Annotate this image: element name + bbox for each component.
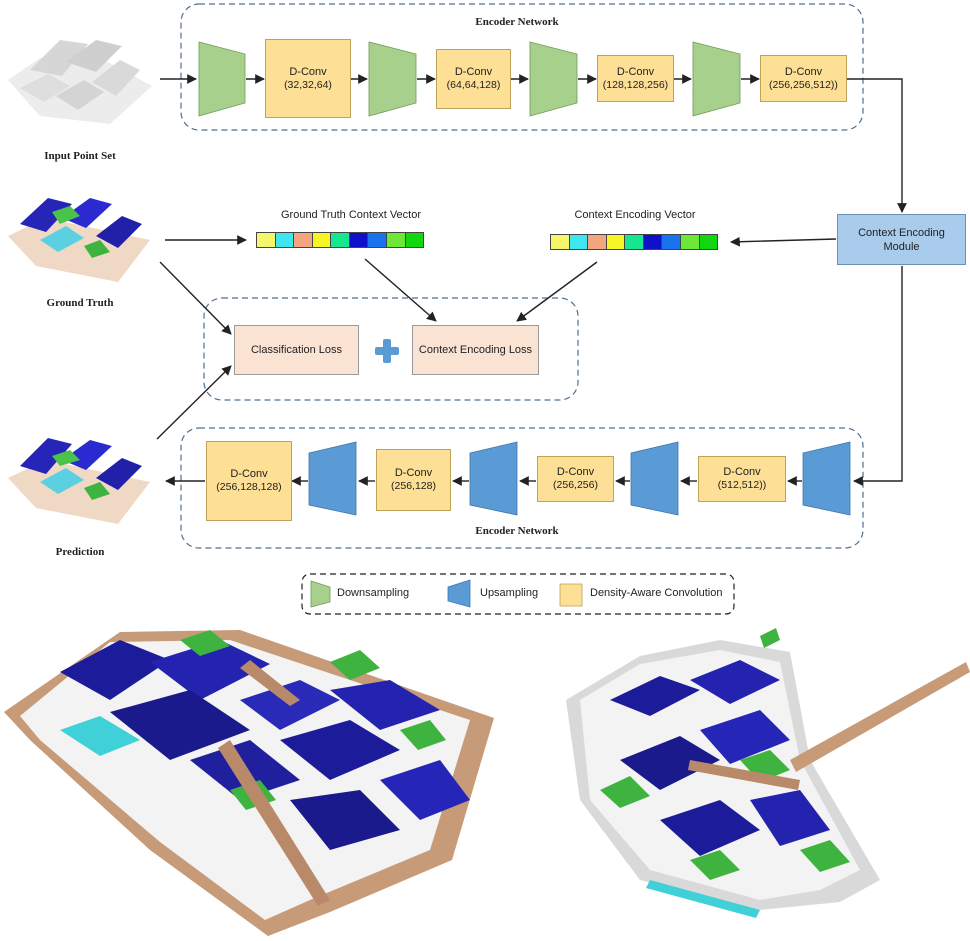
decoder-group	[180, 427, 864, 549]
vector-cell	[349, 233, 369, 247]
point-cloud-scene-left	[4, 630, 494, 936]
encoder-downsampling-layers	[198, 41, 741, 117]
conv-label: D-Conv	[784, 65, 823, 78]
legend-box	[301, 573, 735, 615]
conv-dims: (64,64,128)	[446, 79, 501, 91]
legend-density-aware-convolution-label: Density-Aware Convolution	[590, 587, 723, 599]
legend-downsampling-label: Downsampling	[337, 587, 410, 599]
ground-truth-thumbnail	[8, 198, 150, 282]
conv-dims: (256,256)	[553, 479, 598, 491]
vector-cell	[386, 233, 406, 247]
conv-dims: (256,128)	[391, 480, 436, 492]
conv-dims: (256,128,128)	[216, 481, 282, 493]
decoder-conv-block-1: D-Conv (256,128,128)	[206, 441, 292, 521]
vector-cell	[294, 233, 313, 247]
conv-dims: (32,32,64)	[284, 78, 332, 91]
ground-truth-context-vector	[256, 232, 424, 248]
vector-cell	[405, 233, 424, 247]
vector-cell	[680, 235, 700, 249]
conv-dims: (256,256,512))	[769, 78, 838, 91]
vector-cell	[569, 235, 589, 249]
decoder-network-title: Encoder Network	[475, 525, 559, 537]
ground-truth-context-vector-label: Ground Truth Context Vector	[280, 209, 422, 221]
downsampling-icon	[310, 580, 331, 608]
upsample-block-4	[802, 441, 851, 516]
encoder-conv-block-2: D-Conv (64,64,128)	[436, 49, 511, 109]
input-point-set-thumbnail	[8, 40, 152, 124]
vector-cell	[331, 233, 350, 247]
conv-label: D-Conv	[556, 466, 595, 478]
conv-dims: (512,512))	[717, 479, 767, 491]
upsampling-icon	[447, 579, 471, 608]
vector-cell	[588, 235, 607, 249]
density-aware-convolution-icon	[559, 583, 583, 607]
encoder-network-title: Encoder Network	[475, 16, 559, 28]
decoder-conv-block-3: D-Conv (256,256)	[537, 456, 614, 502]
conv-label: D-Conv	[454, 66, 493, 78]
vector-cell	[257, 233, 276, 247]
conv-label: D-Conv	[230, 468, 268, 480]
ground-truth-label: Ground Truth	[46, 297, 114, 309]
decoder-upsampling-layers	[308, 441, 851, 516]
downsample-block-3	[529, 41, 578, 117]
upsample-block-1	[308, 441, 357, 516]
conv-dims: (128,128,256)	[602, 78, 669, 91]
legend-icons	[310, 579, 583, 608]
vector-cell	[551, 235, 570, 249]
conv-label: D-Conv	[616, 65, 655, 78]
conv-label: D-Conv	[394, 467, 433, 479]
classification-loss: Classification Loss	[234, 325, 359, 375]
downsample-block-4	[692, 41, 741, 117]
input-point-set-label: Input Point Set	[44, 150, 116, 162]
upsample-block-3	[630, 441, 679, 516]
vector-cell	[662, 235, 681, 249]
context-encoding-loss: Context Encoding Loss	[412, 325, 539, 375]
downsample-block-1	[198, 41, 246, 117]
upsample-block-2	[469, 441, 518, 516]
encoder-conv-block-1: D-Conv (32,32,64)	[265, 39, 351, 118]
context-encoding-vector-label: Context Encoding Vector	[574, 209, 696, 221]
prediction-thumbnail	[8, 438, 150, 524]
decoder-conv-block-4: D-Conv (512,512))	[698, 456, 786, 502]
encoder-group	[180, 3, 864, 131]
encoder-conv-block-4: D-Conv (256,256,512))	[760, 55, 847, 102]
encoder-conv-block-3: D-Conv (128,128,256)	[597, 55, 674, 102]
prediction-label: Prediction	[55, 546, 105, 558]
vector-cell	[643, 235, 663, 249]
flow-arrows	[156, 74, 907, 486]
decoder-conv-block-2: D-Conv (256,128)	[376, 449, 451, 511]
downsample-block-2	[368, 41, 417, 117]
conv-label: D-Conv	[289, 65, 327, 78]
vector-cell	[699, 235, 718, 249]
vector-cell	[368, 233, 387, 247]
context-encoding-vector	[550, 234, 718, 250]
point-cloud-scene-right	[566, 628, 970, 918]
vector-cell	[625, 235, 644, 249]
vector-cell	[312, 233, 332, 247]
conv-label: D-Conv	[723, 466, 761, 478]
legend-upsampling-label: Upsampling	[480, 587, 539, 599]
vector-cell	[275, 233, 295, 247]
vector-cell	[606, 235, 626, 249]
plus-icon	[375, 339, 399, 363]
context-encoding-module: Context Encoding Module	[837, 214, 966, 265]
